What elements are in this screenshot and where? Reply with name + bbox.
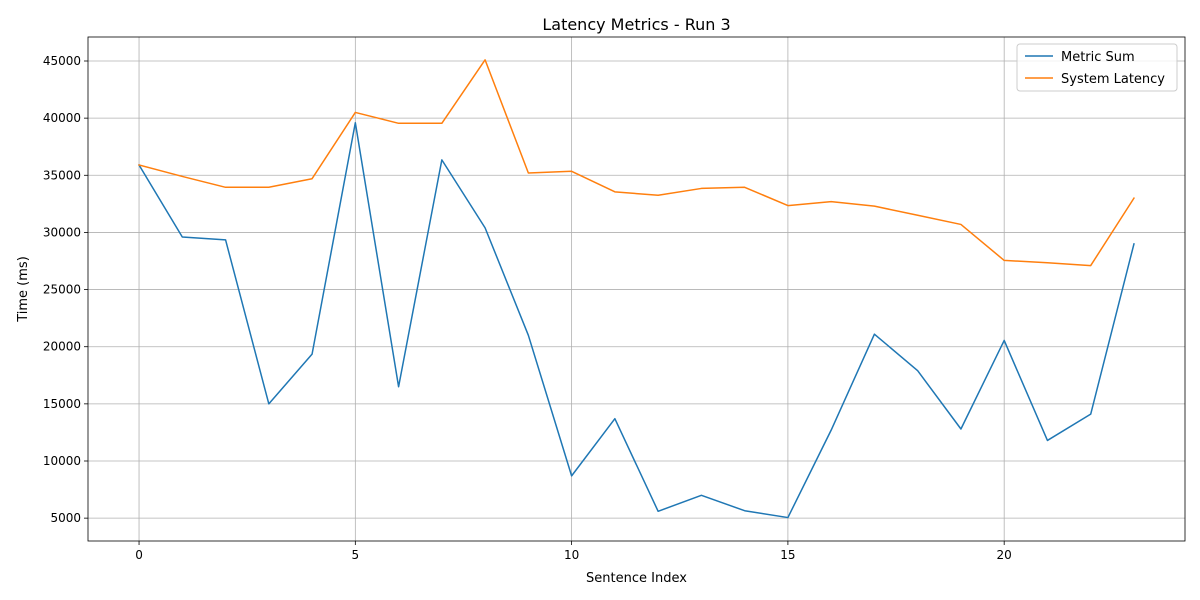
x-tick-label: 10 xyxy=(564,548,579,562)
x-tick-label: 15 xyxy=(780,548,795,562)
grid-lines xyxy=(88,37,1185,541)
y-tick-label: 25000 xyxy=(43,283,81,297)
y-tick-label: 40000 xyxy=(43,111,81,125)
legend-label-metric-sum: Metric Sum xyxy=(1061,50,1135,65)
y-tick-label: 20000 xyxy=(43,340,81,354)
series-line-metric-sum xyxy=(138,121,1135,519)
y-tick-label: 10000 xyxy=(43,454,81,468)
x-axis: 0 5 10 15 20 xyxy=(135,541,1012,562)
y-tick-label: 15000 xyxy=(43,397,81,411)
chart-title: Latency Metrics - Run 3 xyxy=(542,15,730,34)
series-line-system-latency xyxy=(138,59,1135,267)
plot-frame xyxy=(87,36,1186,542)
series-layer xyxy=(138,59,1135,519)
legend-box xyxy=(1016,43,1178,92)
x-tick-label: 5 xyxy=(352,548,360,562)
y-tick-label: 35000 xyxy=(43,168,81,182)
y-tick-label: 5000 xyxy=(50,511,81,525)
legend: Metric Sum System Latency xyxy=(1016,43,1178,92)
x-tick-label: 20 xyxy=(997,548,1012,562)
x-axis-label: Sentence Index xyxy=(586,571,687,586)
legend-label-system-latency: System Latency xyxy=(1061,72,1165,87)
y-axis-label: Time (ms) xyxy=(16,256,31,323)
y-tick-label: 45000 xyxy=(43,54,81,68)
plot-area xyxy=(88,37,1185,541)
y-axis: 5000 10000 15000 20000 25000 30000 35000 40000 4… xyxy=(43,54,88,525)
x-tick-label: 0 xyxy=(135,548,143,562)
y-tick-label: 30000 xyxy=(43,225,81,239)
